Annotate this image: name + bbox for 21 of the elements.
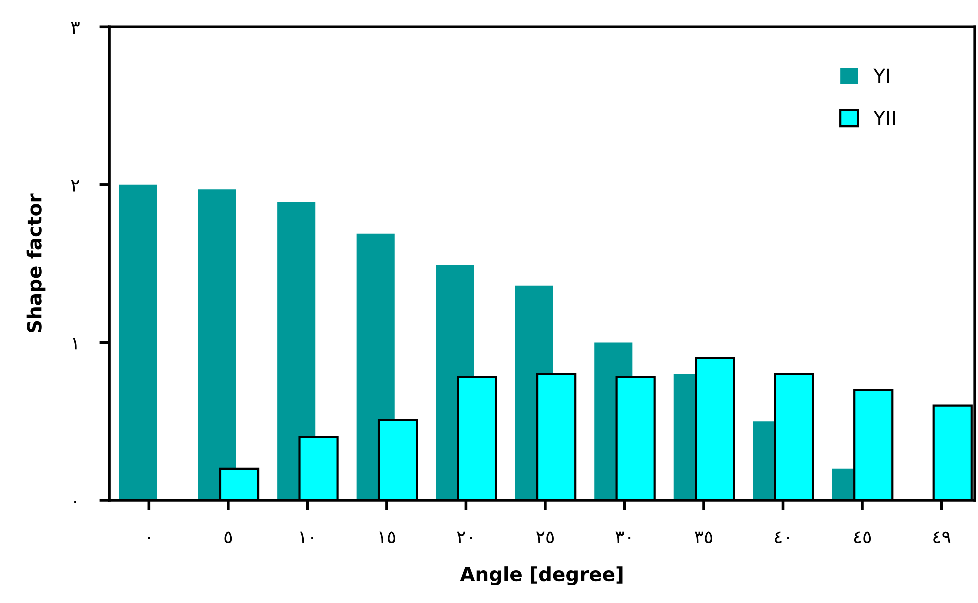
y-tick-label: ٢: [71, 180, 80, 192]
legend-label: YI: [874, 68, 890, 84]
x-tick-label: ٥: [224, 532, 232, 544]
y-tick-label: ١: [73, 338, 77, 350]
y-tick-label: ٣: [71, 22, 80, 34]
x-tick-label: ٤٩: [934, 532, 951, 544]
legend-label: YII: [874, 111, 896, 126]
bar: [198, 190, 236, 500]
bar: [119, 184, 158, 500]
y-tick-label: ٠: [74, 501, 76, 504]
x-tick-label: ٢٠: [457, 532, 472, 544]
x-tick-label: ٢٥: [536, 532, 554, 544]
y-axis-title: Shape factor: [26, 194, 46, 333]
x-tick-label: ٤٠: [775, 532, 790, 544]
x-tick-label: ٠: [148, 537, 150, 540]
x-tick-label: ٣٥: [694, 532, 712, 544]
x-tick-label: ١٠: [300, 532, 314, 544]
x-tick-label: ٣٠: [616, 532, 631, 544]
x-tick-label: ١٥: [380, 532, 396, 544]
x-axis-title: Angle [degree]: [460, 566, 623, 586]
x-tick-label: ٤٥: [854, 532, 872, 544]
